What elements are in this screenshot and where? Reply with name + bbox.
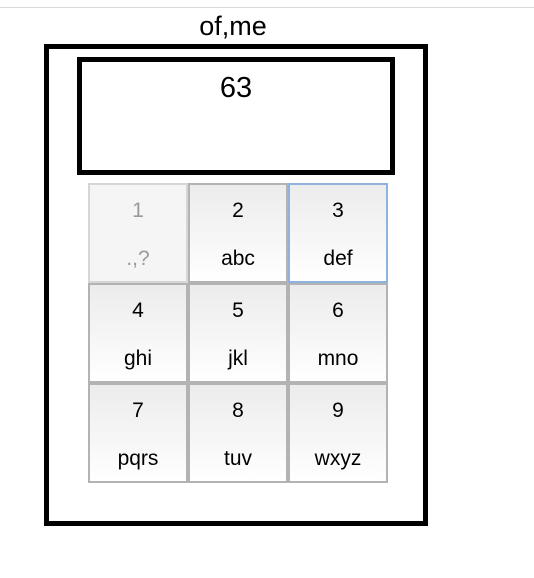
- key-digit: 2: [232, 199, 244, 222]
- display-value: 63: [219, 72, 253, 104]
- key-digit: 7: [132, 399, 144, 422]
- key-digit: 8: [232, 399, 244, 422]
- key-5[interactable]: 5 jkl: [188, 283, 288, 383]
- key-8[interactable]: 8 tuv: [188, 383, 288, 483]
- key-6[interactable]: 6 mno: [288, 283, 388, 383]
- key-9[interactable]: 9 wxyz: [288, 383, 388, 483]
- key-letters: def: [323, 247, 353, 270]
- key-digit: 9: [332, 399, 344, 422]
- keypad: 1 .,? 2 abc 3 def 4 ghi 5 jkl 6 mno 7 pq…: [88, 183, 388, 483]
- key-digit: 3: [332, 199, 344, 222]
- key-digit: 1: [132, 199, 144, 222]
- key-letters: ghi: [123, 347, 153, 370]
- key-letters: wxyz: [314, 447, 362, 470]
- key-letters: .,?: [126, 247, 150, 270]
- key-digit: 6: [332, 299, 344, 322]
- key-letters: jkl: [228, 347, 248, 370]
- key-7[interactable]: 7 pqrs: [88, 383, 188, 483]
- key-4[interactable]: 4 ghi: [88, 283, 188, 383]
- key-digit: 4: [132, 299, 144, 322]
- display-screen: 63: [77, 57, 395, 175]
- key-letters: pqrs: [117, 447, 159, 470]
- key-1[interactable]: 1 .,?: [88, 183, 188, 283]
- key-letters: mno: [317, 347, 359, 370]
- page-title: of,me: [199, 11, 267, 41]
- key-letters: abc: [221, 247, 255, 270]
- key-3[interactable]: 3 def: [288, 183, 388, 283]
- key-letters: tuv: [223, 447, 252, 470]
- top-divider: [0, 7, 534, 8]
- key-2[interactable]: 2 abc: [188, 183, 288, 283]
- key-digit: 5: [232, 299, 244, 322]
- phone-frame: 63 1 .,? 2 abc 3 def 4 ghi 5 jkl 6 mno 7…: [44, 44, 428, 526]
